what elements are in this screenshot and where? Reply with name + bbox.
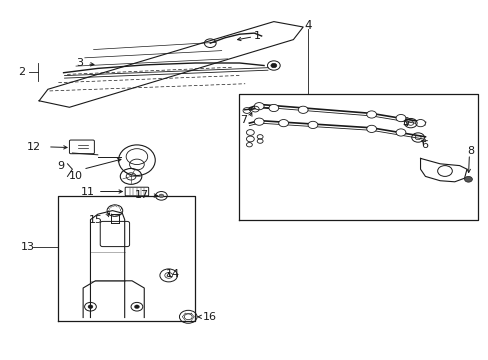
Text: 9: 9	[58, 161, 65, 171]
Circle shape	[278, 120, 288, 127]
Text: 11: 11	[81, 186, 95, 197]
Text: 12: 12	[27, 142, 41, 152]
Text: 16: 16	[203, 312, 217, 322]
Circle shape	[134, 305, 139, 309]
Circle shape	[88, 305, 93, 309]
Circle shape	[415, 120, 425, 127]
Text: 13: 13	[21, 242, 35, 252]
Circle shape	[254, 103, 264, 110]
Circle shape	[366, 125, 376, 132]
Text: 7: 7	[239, 114, 246, 125]
Circle shape	[254, 118, 264, 125]
Text: 5: 5	[402, 117, 408, 127]
Text: 17: 17	[134, 190, 148, 200]
Circle shape	[270, 63, 276, 68]
Circle shape	[464, 176, 471, 182]
Text: 6: 6	[421, 140, 427, 150]
Circle shape	[395, 129, 405, 136]
Circle shape	[395, 114, 405, 122]
Text: 14: 14	[166, 269, 180, 279]
Circle shape	[159, 194, 163, 198]
Text: 2: 2	[19, 67, 26, 77]
Text: 1: 1	[254, 31, 261, 41]
Circle shape	[298, 106, 307, 113]
Text: 10: 10	[68, 171, 82, 181]
Text: 4: 4	[304, 19, 311, 32]
Text: 3: 3	[76, 58, 82, 68]
Circle shape	[268, 104, 278, 112]
Text: 8: 8	[467, 146, 474, 156]
Circle shape	[366, 111, 376, 118]
Text: 15: 15	[89, 215, 103, 225]
Circle shape	[307, 121, 317, 129]
